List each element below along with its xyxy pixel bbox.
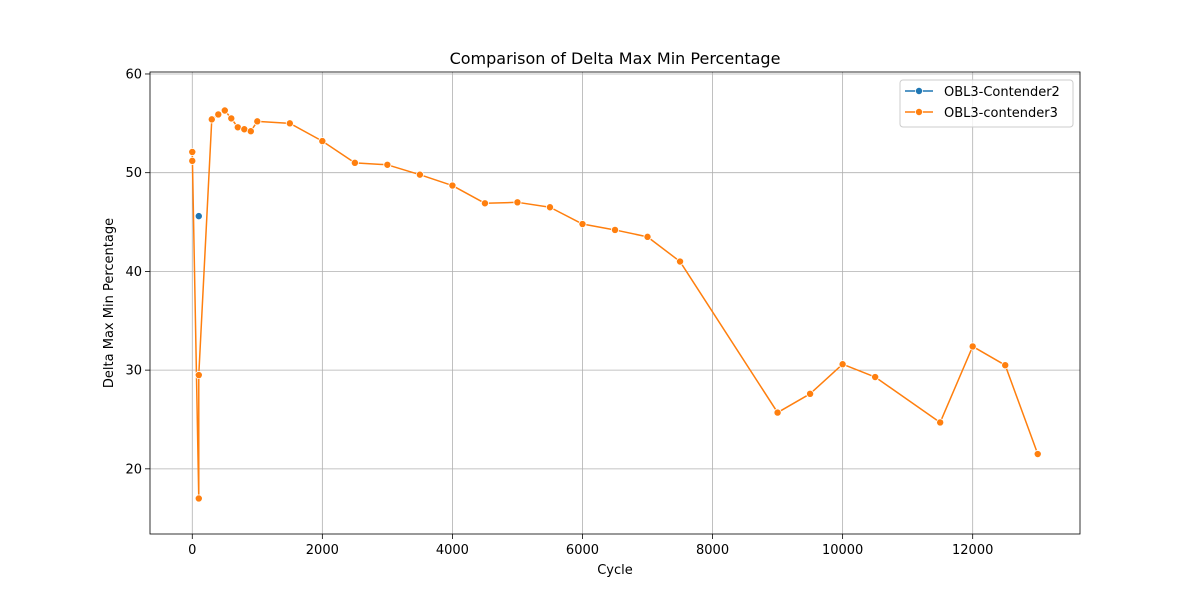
- x-tick-label: 6000: [566, 543, 599, 558]
- legend-frame: [899, 79, 1074, 128]
- data-point-obl3-contender3: [480, 199, 489, 208]
- data-point-obl3-contender3: [448, 181, 457, 190]
- data-point-obl3-contender3: [773, 408, 782, 417]
- data-point-obl3-contender3: [188, 156, 197, 165]
- x-tick-label: 12000: [952, 543, 993, 558]
- grid: [150, 72, 1080, 534]
- y-tick-label: 40: [125, 265, 142, 280]
- y-tick-label: 30: [125, 364, 142, 379]
- data-point-obl3-contender3: [968, 342, 977, 351]
- data-point-obl3-contender3: [227, 114, 236, 123]
- x-tick-label: 4000: [436, 543, 469, 558]
- chart-title: Comparison of Delta Max Min Percentage: [450, 49, 781, 68]
- data-point-obl3-contender3: [188, 147, 197, 156]
- x-tick-label: 0: [188, 543, 196, 558]
- x-tick-label: 2000: [306, 543, 339, 558]
- axis-ticks: 0 2000 4000 6000 8000 10000 12000 20 30 40 50 60: [125, 67, 993, 558]
- data-point-obl3-contender3: [350, 158, 359, 167]
- data-point-obl3-contender3: [838, 360, 847, 369]
- legend-swatch-marker-contender3: [915, 108, 924, 117]
- series-layer: [188, 106, 1042, 503]
- data-point-obl3-contender3: [578, 220, 587, 229]
- legend-swatch-marker-contender2: [915, 87, 924, 96]
- data-point-obl3-contender3: [936, 418, 945, 427]
- data-point-obl3-contender3: [207, 115, 216, 124]
- y-tick-label: 60: [125, 67, 142, 82]
- data-point-obl3-contender3: [246, 127, 255, 136]
- data-point-obl3-contender3: [611, 225, 620, 234]
- data-point-obl3-contender3: [318, 137, 327, 146]
- data-point-obl3-contender3: [194, 371, 203, 380]
- data-point-obl3-contender3: [253, 117, 262, 126]
- y-tick-label: 20: [125, 462, 142, 477]
- plot-area-frame: [149, 71, 1081, 535]
- data-point-obl3-contender3: [383, 160, 392, 169]
- data-point-obl3-contender3: [415, 170, 424, 179]
- x-tick-label: 8000: [696, 543, 729, 558]
- data-point-obl3-contender3: [1033, 450, 1042, 459]
- y-tick-label: 50: [125, 166, 142, 181]
- data-point-obl3-contender3: [676, 257, 685, 266]
- legend: OBL3-Contender2 OBL3-contender3: [899, 79, 1074, 128]
- data-point-obl3-contender3: [240, 125, 249, 134]
- series-line-obl3-contender3: [191, 109, 1039, 500]
- data-point-obl3-contender3: [1001, 361, 1010, 370]
- data-point-obl3-contender3: [806, 389, 815, 398]
- data-point-obl3-contender3: [214, 110, 223, 119]
- legend-label-contender3: OBL3-contender3: [944, 106, 1058, 121]
- x-axis-label: Cycle: [597, 563, 633, 578]
- series-obl3-contender3: [188, 106, 1042, 503]
- data-point-obl3-contender2: [194, 212, 203, 221]
- x-tick-label: 10000: [822, 543, 863, 558]
- data-point-obl3-contender3: [194, 494, 203, 503]
- data-point-obl3-contender3: [643, 232, 652, 241]
- data-point-obl3-contender3: [545, 203, 554, 212]
- data-point-obl3-contender3: [220, 106, 229, 115]
- series-obl3-contender2: [194, 212, 203, 221]
- data-point-obl3-contender3: [871, 373, 880, 382]
- data-point-obl3-contender3: [233, 123, 242, 132]
- legend-label-contender2: OBL3-Contender2: [944, 85, 1060, 100]
- data-point-obl3-contender3: [285, 119, 294, 128]
- data-point-obl3-contender3: [513, 198, 522, 207]
- y-axis-label: Delta Max Min Percentage: [102, 218, 117, 388]
